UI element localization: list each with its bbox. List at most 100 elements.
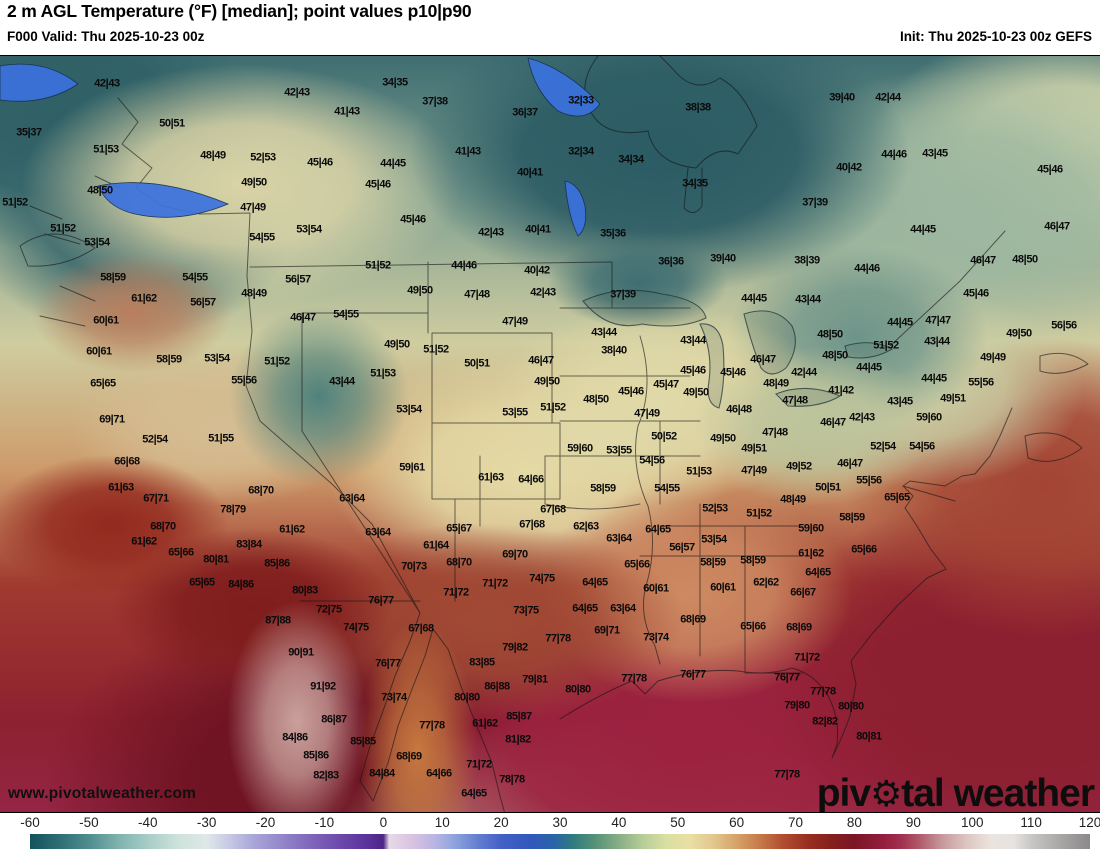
point-value: 65|66	[168, 546, 194, 559]
logo-text-pre: piv	[816, 772, 871, 813]
point-value: 50|51	[815, 481, 841, 494]
point-value: 91|92	[310, 680, 336, 693]
point-value: 59|60	[916, 411, 942, 424]
point-value: 46|48	[726, 403, 752, 416]
point-value: 71|72	[443, 586, 469, 599]
point-value: 80|83	[292, 584, 318, 597]
point-value: 49|50	[534, 375, 560, 388]
point-value: 47|49	[634, 407, 660, 420]
point-value: 35|36	[600, 227, 626, 240]
point-value: 51|53	[93, 143, 119, 156]
point-value: 45|46	[1037, 163, 1063, 176]
point-value: 54|55	[182, 271, 208, 284]
point-value: 70|73	[401, 560, 427, 573]
logo-text-post: tal weather	[901, 772, 1095, 813]
point-value: 44|45	[887, 316, 913, 329]
point-value: 43|44	[795, 293, 821, 306]
pivotal-weather-logo: piv⚙tal weather	[816, 772, 1095, 813]
point-value: 45|46	[618, 385, 644, 398]
point-value: 39|40	[710, 252, 736, 265]
point-value: 81|82	[505, 733, 531, 746]
point-value: 77|78	[621, 672, 647, 685]
point-value: 51|52	[540, 401, 566, 414]
point-value: 49|50	[683, 386, 709, 399]
point-value: 60|61	[86, 345, 112, 358]
point-value: 68|70	[446, 556, 472, 569]
point-value: 83|84	[236, 538, 262, 551]
point-value: 48|50	[822, 349, 848, 362]
point-value: 43|45	[922, 147, 948, 160]
point-value: 43|44	[924, 335, 950, 348]
point-value: 54|56	[909, 440, 935, 453]
point-value: 67|71	[143, 492, 169, 505]
point-value: 45|46	[307, 156, 333, 169]
point-value: 48|49	[780, 493, 806, 506]
point-value: 44|45	[910, 223, 936, 236]
point-value: 69|70	[502, 548, 528, 561]
point-value: 80|81	[203, 553, 229, 566]
point-value: 85|87	[506, 710, 532, 723]
point-value: 54|56	[639, 454, 665, 467]
point-value: 51|55	[208, 432, 234, 445]
point-value: 66|68	[114, 455, 140, 468]
point-value: 65|66	[851, 543, 877, 556]
point-value: 52|53	[250, 151, 276, 164]
point-value: 63|64	[610, 602, 636, 615]
point-value: 32|33	[568, 94, 594, 107]
point-value: 61|62	[472, 717, 498, 730]
point-value: 46|47	[837, 457, 863, 470]
point-value: 55|56	[856, 474, 882, 487]
point-value: 76|77	[774, 671, 800, 684]
point-value: 49|50	[241, 176, 267, 189]
point-value: 67|68	[408, 622, 434, 635]
point-value: 53|54	[84, 236, 110, 249]
point-value: 56|56	[1051, 319, 1077, 332]
point-value: 82|83	[313, 769, 339, 782]
point-value: 40|42	[524, 264, 550, 277]
point-value: 59|60	[798, 522, 824, 535]
point-value: 76|77	[680, 668, 706, 681]
point-value: 68|70	[248, 484, 274, 497]
point-value: 64|65	[582, 576, 608, 589]
colorbar-tick: 90	[905, 815, 921, 830]
point-value: 48|50	[583, 393, 609, 406]
point-value: 44|45	[741, 292, 767, 305]
point-value: 51|52	[746, 507, 772, 520]
colorbar-tick: -10	[314, 815, 335, 830]
point-value: 73|74	[643, 631, 669, 644]
point-value: 51|52	[264, 355, 290, 368]
point-value: 68|69	[396, 750, 422, 763]
point-value: 51|53	[370, 367, 396, 380]
point-value: 44|45	[380, 157, 406, 170]
point-value: 83|85	[469, 656, 495, 669]
point-value: 41|43	[455, 145, 481, 158]
point-value: 46|47	[290, 311, 316, 324]
point-value: 82|82	[812, 715, 838, 728]
point-value: 43|44	[680, 334, 706, 347]
point-value: 77|78	[774, 768, 800, 781]
point-value: 74|75	[343, 621, 369, 634]
point-value: 87|88	[265, 614, 291, 627]
point-value: 79|81	[522, 673, 548, 686]
point-value: 52|54	[142, 433, 168, 446]
point-value: 56|57	[190, 296, 216, 309]
point-value: 68|69	[680, 613, 706, 626]
colorbar-gradient	[30, 834, 1090, 849]
point-value: 60|61	[643, 582, 669, 595]
point-value: 58|59	[100, 271, 126, 284]
point-value: 46|47	[750, 353, 776, 366]
point-value: 48|49	[763, 377, 789, 390]
colorbar-tick: 100	[960, 815, 984, 830]
point-value: 48|50	[87, 184, 113, 197]
gear-icon: ⚙	[870, 774, 902, 813]
point-value: 69|71	[594, 624, 620, 637]
point-value: 64|66	[518, 473, 544, 486]
point-value: 51|52	[365, 259, 391, 272]
point-value: 53|55	[502, 406, 528, 419]
point-value: 40|41	[525, 223, 551, 236]
colorbar-tick: -30	[196, 815, 217, 830]
point-value: 49|51	[940, 392, 966, 405]
point-value: 47|48	[762, 426, 788, 439]
point-value: 37|38	[422, 95, 448, 108]
